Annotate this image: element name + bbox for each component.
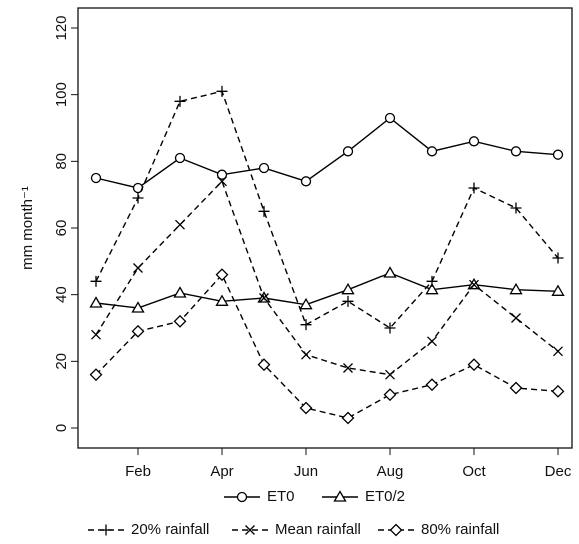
y-tick-label: 40 (53, 286, 70, 303)
marker (341, 282, 355, 295)
marker (383, 388, 397, 402)
legend-label: ET0/2 (365, 488, 405, 505)
y-tick-label: 20 (53, 353, 70, 370)
marker (90, 172, 102, 184)
x-tick-label: Apr (210, 463, 233, 480)
marker (509, 381, 523, 395)
y-tick-label: 60 (53, 220, 70, 237)
marker (343, 363, 353, 373)
series-line (95, 180, 559, 376)
x-tick-label: Dec (545, 463, 572, 480)
marker (384, 322, 396, 334)
marker (174, 152, 186, 164)
marker (385, 369, 395, 380)
legend-label: ET0 (267, 488, 295, 505)
marker (301, 349, 311, 360)
series-line (95, 272, 559, 309)
marker (258, 205, 270, 217)
marker (383, 266, 397, 278)
marker (468, 182, 480, 194)
marker (552, 252, 564, 264)
y-tick-label: 0 (53, 424, 70, 432)
marker (175, 219, 185, 230)
marker (300, 176, 312, 187)
x-tick-label: Oct (462, 463, 486, 480)
marker (342, 295, 354, 307)
marker (173, 314, 187, 328)
marker (259, 293, 269, 303)
marker (215, 294, 229, 306)
marker (426, 275, 438, 287)
marker (215, 268, 229, 282)
marker (510, 146, 522, 157)
marker (299, 297, 313, 310)
marker (384, 112, 396, 124)
legend-marker (389, 523, 403, 537)
marker (131, 324, 145, 338)
marker (131, 301, 145, 313)
x-tick-label: Feb (125, 463, 151, 480)
plot-frame (77, 7, 573, 449)
x-tick-label: Jun (294, 463, 318, 480)
y-tick-label: 80 (53, 153, 70, 170)
legend-marker (245, 525, 255, 535)
marker (89, 368, 103, 382)
marker (553, 346, 563, 357)
marker (510, 202, 522, 214)
y-axis-label: mm month⁻¹ (19, 186, 36, 270)
marker (300, 319, 312, 331)
marker (174, 95, 186, 107)
marker (341, 411, 355, 425)
marker (342, 146, 354, 157)
marker (216, 169, 228, 180)
marker (91, 329, 101, 340)
series-line (95, 273, 559, 419)
marker (551, 384, 565, 398)
legend-label: Mean rainfall (275, 521, 361, 538)
series-line (95, 90, 559, 329)
marker (299, 401, 313, 415)
y-tick-label: 120 (53, 15, 70, 40)
marker (173, 286, 187, 298)
marker (425, 378, 439, 392)
marker (509, 282, 523, 295)
marker (133, 263, 143, 273)
legend-marker (100, 524, 112, 536)
marker (90, 275, 102, 287)
marker (551, 284, 565, 296)
legend-label: 20% rainfall (131, 521, 209, 538)
marker (217, 176, 227, 187)
marker (216, 85, 228, 97)
marker (467, 358, 481, 372)
x-tick-label: Aug (377, 463, 404, 480)
legend-label: 80% rainfall (421, 521, 499, 538)
y-tick-label: 100 (53, 82, 70, 107)
legend-marker (333, 490, 347, 502)
marker (89, 296, 103, 308)
marker (258, 162, 270, 174)
marker (511, 313, 521, 323)
legend-marker (236, 491, 248, 503)
marker (427, 336, 437, 347)
marker (469, 279, 479, 290)
marker (552, 149, 564, 160)
marker (426, 146, 438, 157)
marker (257, 358, 271, 372)
marker (132, 192, 144, 204)
series-line (95, 117, 559, 189)
marker (468, 136, 480, 147)
marker (425, 282, 439, 295)
